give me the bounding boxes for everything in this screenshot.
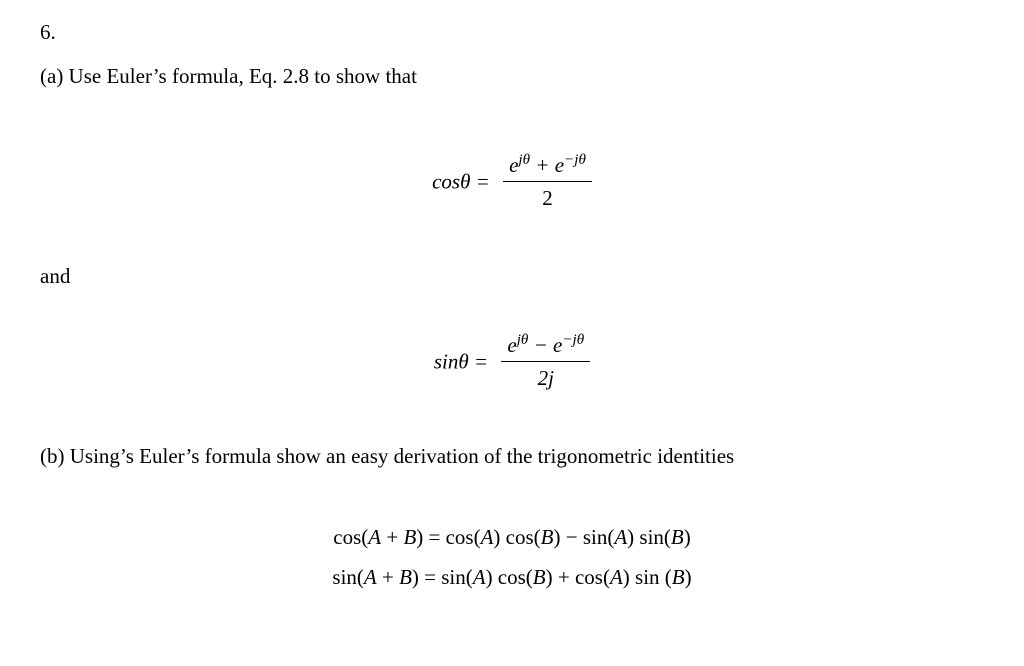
eq2-lhs: sinθ = (434, 349, 488, 373)
identity1-A1: A (368, 525, 381, 549)
eq1-denominator: 2 (503, 182, 592, 212)
problem-number: 6. (40, 18, 984, 46)
eq2-numerator: ejθ − e−jθ (501, 331, 590, 362)
eq1-fraction: ejθ + e−jθ 2 (503, 151, 592, 213)
identity1-lhs-fn: cos( (333, 525, 368, 549)
equation-sin: sinθ = ejθ − e−jθ 2j (40, 331, 984, 393)
equation-cos: cosθ = ejθ + e−jθ 2 (40, 151, 984, 213)
identity-sin-sum: sin(A + B) = sin(A) cos(B) + cos(A) sin … (40, 563, 984, 591)
identity1-B1: B (403, 525, 416, 549)
part-a-prompt: (a) Use Euler’s formula, Eq. 2.8 to show… (40, 62, 984, 90)
eq1-lhs: cosθ = (432, 169, 490, 193)
eq2-denominator: 2j (501, 362, 590, 392)
identity-cos-sum: cos(A + B) = cos(A) cos(B) − sin(A) sin(… (40, 523, 984, 551)
eq1-numerator: ejθ + e−jθ (503, 151, 592, 182)
page: 6. (a) Use Euler’s formula, Eq. 2.8 to s… (0, 0, 1024, 591)
eq2-fraction: ejθ − e−jθ 2j (501, 331, 590, 393)
and-text: and (40, 262, 984, 290)
part-b-prompt: (b) Using’s Euler’s formula show an easy… (40, 442, 984, 470)
